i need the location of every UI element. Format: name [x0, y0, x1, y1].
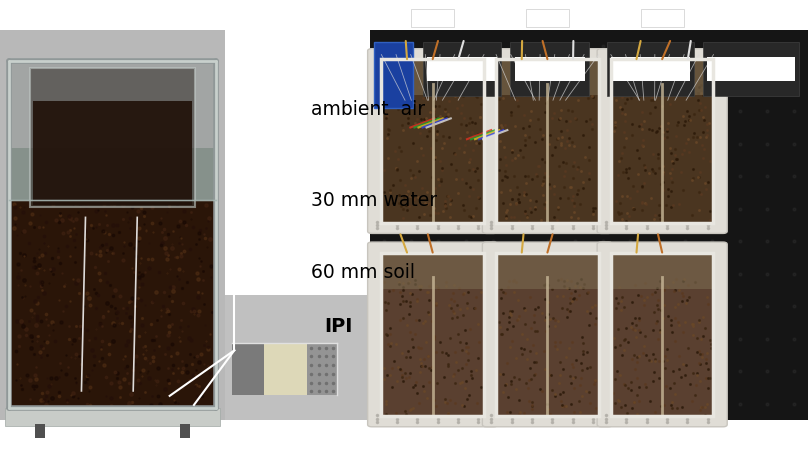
Bar — [611, 59, 713, 223]
Bar — [9, 148, 216, 200]
FancyBboxPatch shape — [482, 49, 612, 233]
Bar — [611, 57, 690, 81]
Bar — [0, 30, 225, 420]
Bar — [611, 253, 713, 416]
Bar — [180, 424, 190, 438]
Bar — [9, 200, 216, 408]
Bar — [423, 42, 502, 96]
Bar — [5, 408, 220, 426]
FancyBboxPatch shape — [368, 242, 498, 427]
Bar — [411, 9, 454, 27]
Bar — [496, 253, 599, 288]
Bar — [370, 30, 808, 420]
Bar — [381, 59, 484, 223]
FancyBboxPatch shape — [597, 242, 727, 427]
Text: 30 mm water: 30 mm water — [311, 191, 437, 210]
Bar — [307, 343, 337, 395]
FancyBboxPatch shape — [482, 242, 612, 427]
Bar — [232, 343, 263, 395]
Bar — [496, 59, 599, 95]
Bar — [611, 253, 713, 288]
Bar — [496, 253, 599, 416]
Bar — [611, 253, 713, 416]
Bar — [9, 61, 216, 148]
Text: IPI: IPI — [324, 318, 352, 337]
Bar — [611, 59, 713, 95]
Bar — [36, 424, 45, 438]
Bar — [33, 101, 192, 205]
Bar — [381, 253, 484, 416]
Bar — [496, 253, 599, 416]
Bar — [381, 59, 484, 223]
Text: 60 mm soil: 60 mm soil — [311, 263, 415, 283]
Bar — [263, 343, 307, 395]
Bar — [515, 57, 585, 81]
Bar — [707, 57, 795, 81]
Bar — [381, 59, 484, 95]
Bar — [526, 9, 569, 27]
Bar — [30, 68, 196, 207]
Bar — [374, 42, 414, 108]
Bar — [427, 57, 497, 81]
Bar — [225, 295, 370, 420]
Bar — [703, 42, 799, 96]
Bar — [510, 42, 589, 96]
Bar — [607, 42, 694, 96]
Bar — [611, 59, 713, 223]
Bar — [381, 253, 484, 416]
Bar — [381, 253, 484, 288]
Text: ambient  air: ambient air — [311, 100, 425, 119]
Bar — [641, 9, 684, 27]
Bar — [496, 59, 599, 223]
FancyBboxPatch shape — [597, 49, 727, 233]
FancyBboxPatch shape — [368, 49, 498, 233]
Bar — [496, 59, 599, 223]
